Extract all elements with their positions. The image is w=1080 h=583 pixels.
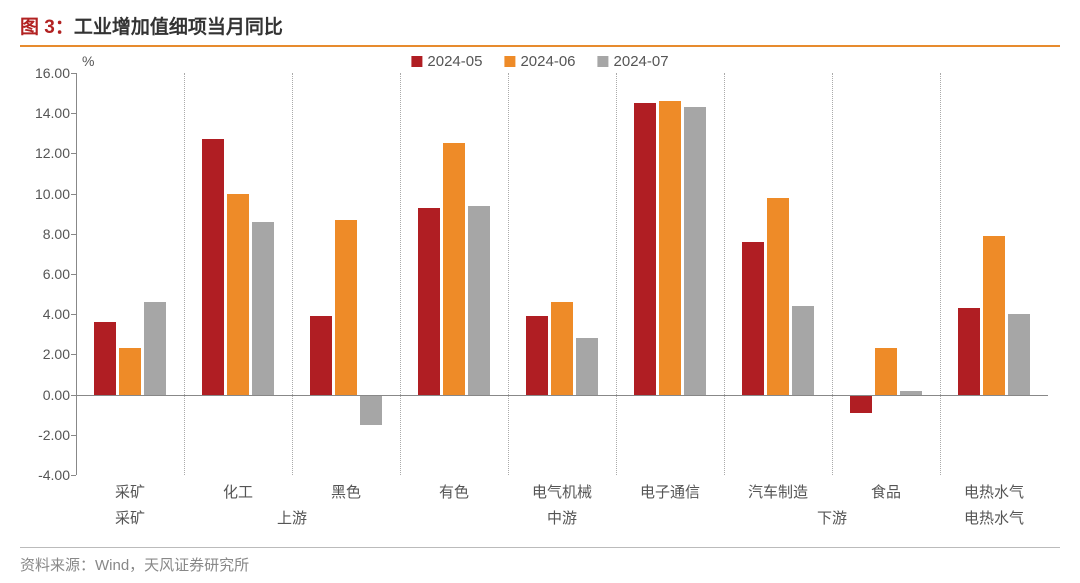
zero-line [76,395,1048,396]
legend: 2024-05 2024-06 2024-07 [411,53,668,70]
figure-number: 图 3： [20,17,74,38]
bar [551,302,573,394]
x-category-label: 电热水气 [964,481,1024,502]
legend-label: 2024-05 [427,53,482,70]
bar [767,198,789,395]
legend-swatch [504,56,515,67]
bar [576,338,598,394]
y-tick-label: 0.00 [43,387,70,403]
bar [227,194,249,395]
y-axis: -4.00-2.000.002.004.006.008.0010.0012.00… [20,73,76,475]
y-tick-label: -2.00 [38,427,70,443]
bar [144,302,166,394]
legend-item: 2024-05 [411,53,482,70]
bar [792,306,814,394]
y-tick-label: 12.00 [35,145,70,161]
bar [468,206,490,395]
bar [94,322,116,394]
y-tick-label: 2.00 [43,346,70,362]
x-group-label: 中游 [547,507,577,528]
x-group-label: 采矿 [115,507,145,528]
bar [360,395,382,425]
x-group-label: 电热水气 [964,507,1024,528]
x-category-label: 化工 [223,481,253,502]
bar [252,222,274,395]
bar [659,101,681,394]
y-tick-label: 14.00 [35,105,70,121]
x-group-label: 上游 [277,507,307,528]
y-tick-label: 6.00 [43,266,70,282]
x-category-label: 黑色 [331,481,361,502]
x-category-label: 食品 [871,481,901,502]
bar [875,348,897,394]
title-rule [20,45,1060,47]
legend-swatch [411,56,422,67]
y-tick-label: 8.00 [43,226,70,242]
title-text: 工业增加值细项当月同比 [74,17,283,38]
y-tick-label: 10.00 [35,186,70,202]
bars-layer [76,73,1048,475]
bar [202,139,224,394]
x-category-label: 汽车制造 [748,481,808,502]
legend-label: 2024-06 [520,53,575,70]
bar [850,395,872,413]
plot-area [76,73,1048,475]
figure-container: 图 3：工业增加值细项当月同比 % 2024-05 2024-06 2024-07 … [0,0,1080,583]
bar [1008,314,1030,394]
legend-label: 2024-07 [614,53,669,70]
bar [634,103,656,394]
chart-title: 图 3：工业增加值细项当月同比 [20,12,1060,45]
x-group-label: 下游 [817,507,847,528]
bar [526,316,548,394]
bar [119,348,141,394]
x-category-label: 电子通信 [640,481,700,502]
legend-item: 2024-07 [598,53,669,70]
y-tick-label: -4.00 [38,467,70,483]
bar [983,236,1005,395]
y-tick-label: 16.00 [35,65,70,81]
legend-swatch [598,56,609,67]
source-text: 资料来源：Wind，天风证券研究所 [20,548,1060,575]
y-tick-label: 4.00 [43,306,70,322]
bar [684,107,706,394]
x-axis-labels: 采矿化工黑色有色电气机械电子通信汽车制造食品电热水气采矿上游中游下游电热水气 [76,475,1048,545]
x-category-label: 采矿 [115,481,145,502]
y-axis-unit: % [82,53,94,69]
bar [310,316,332,394]
bar [742,242,764,395]
chart-area: % 2024-05 2024-06 2024-07 -4.00 -2.00 0.00 2.… [20,51,1060,545]
bar [335,220,357,395]
bar [443,143,465,394]
bar [958,308,980,394]
x-category-label: 有色 [439,481,469,502]
x-category-label: 电气机械 [532,481,592,502]
bar [418,208,440,395]
legend-item: 2024-06 [504,53,575,70]
